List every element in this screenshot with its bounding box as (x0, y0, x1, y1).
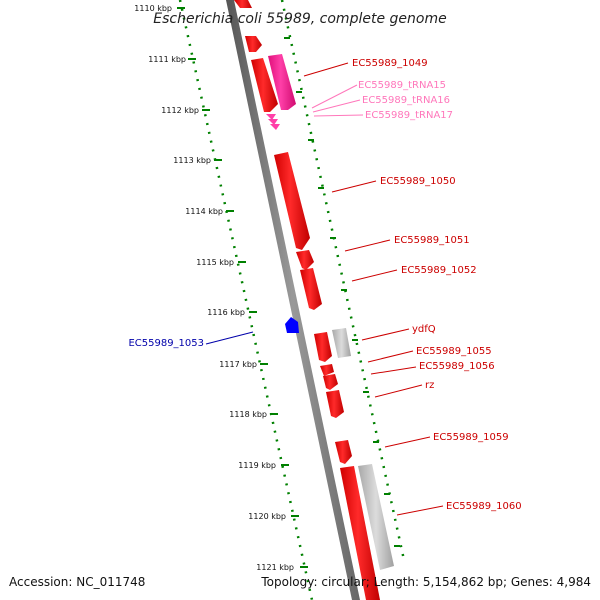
gene-trna-block[interactable] (268, 54, 296, 110)
trna17-marker (270, 124, 280, 130)
tick-1118: 1118 kbp (229, 410, 278, 419)
tick-1119: 1119 kbp (238, 461, 289, 470)
tick-label: 1111 kbp (148, 55, 186, 64)
gene-ec55989-1049[interactable] (251, 58, 278, 112)
tick-label: 1117 kbp (219, 360, 257, 369)
tick-1112: 1112 kbp (161, 106, 210, 115)
tick-label: 1112 kbp (161, 106, 199, 115)
tick-1115: 1115 kbp (196, 258, 246, 267)
gene-label[interactable]: EC55989_1049 (352, 58, 428, 69)
gene-label[interactable]: EC55989_1055 (416, 346, 492, 357)
gene-arrow-top[interactable] (245, 36, 262, 52)
kbp-ticks: 1110 kbp 1111 kbp 1112 kbp 1113 kbp 1114… (134, 4, 308, 572)
tick-1111: 1111 kbp (148, 55, 196, 64)
gene-label[interactable]: EC55989_1060 (446, 501, 522, 512)
backbone (226, 0, 360, 600)
gene-label[interactable]: EC55989_tRNA17 (365, 110, 453, 121)
leader-lines (205, 62, 444, 516)
tick-label: 1115 kbp (196, 258, 234, 267)
tick-1121: 1121 kbp (256, 563, 308, 572)
gene-label[interactable]: EC55989_1059 (433, 432, 509, 443)
gene-ec55989-1055[interactable] (320, 364, 334, 376)
inner-ruler (280, 0, 406, 561)
tick-label: 1116 kbp (207, 308, 245, 317)
pseudo-block-2[interactable] (358, 464, 394, 570)
pseudo-block-1[interactable] (332, 328, 351, 358)
inner-ruler-ticks (284, 37, 400, 547)
gene-label[interactable]: ydfQ (412, 324, 436, 335)
gene-label[interactable]: EC55989_1050 (380, 176, 456, 187)
tick-label: 1118 kbp (229, 410, 267, 419)
gene-track (234, 0, 394, 600)
gene-label[interactable]: EC55989_tRNA16 (362, 95, 450, 106)
tick-1116: 1116 kbp (207, 308, 257, 317)
tick-1110: 1110 kbp (134, 4, 185, 13)
gene-label[interactable]: EC55989_1051 (394, 235, 470, 246)
outer-ruler (178, 0, 314, 600)
accession-text: Accession: NC_011748 (9, 575, 145, 589)
tick-1113: 1113 kbp (173, 156, 222, 165)
gene-ec55989-1051[interactable] (296, 250, 314, 270)
tick-1117: 1117 kbp (219, 360, 268, 369)
gene-label[interactable]: rz (425, 380, 434, 391)
map-title: Escherichia coli 55989, complete genome (153, 11, 446, 27)
gene-ec55989-1059[interactable] (335, 440, 352, 464)
tick-1120: 1120 kbp (248, 512, 299, 521)
gene-label[interactable]: EC55989_1053 (128, 338, 204, 349)
gene-partial-top[interactable] (234, 0, 252, 8)
tick-label: 1121 kbp (256, 563, 294, 572)
tick-label: 1119 kbp (238, 461, 276, 470)
gene-ec55989-1053[interactable] (285, 317, 299, 333)
gene-label[interactable]: EC55989_tRNA15 (358, 80, 446, 91)
gene-ec55989-1050[interactable] (274, 152, 310, 250)
tick-label: 1114 kbp (185, 207, 223, 216)
genome-summary-text: Topology: circular; Length: 5,154,862 bp… (260, 575, 591, 589)
tick-1114: 1114 kbp (185, 207, 234, 216)
gene-ydfq[interactable] (314, 332, 332, 362)
trna16-marker (268, 119, 278, 125)
tick-label: 1113 kbp (173, 156, 211, 165)
gene-rz[interactable] (326, 390, 344, 418)
gene-ec55989-1060[interactable] (340, 466, 380, 600)
gene-ec55989-1056[interactable] (323, 374, 338, 390)
gene-label[interactable]: EC55989_1052 (401, 265, 477, 276)
tick-label: 1120 kbp (248, 512, 286, 521)
gene-labels: EC55989_1049 EC55989_tRNA15 EC55989_tRNA… (128, 58, 521, 512)
gene-label[interactable]: EC55989_1056 (419, 361, 495, 372)
gene-ec55989-1052[interactable] (300, 268, 322, 310)
tick-label: 1110 kbp (134, 4, 172, 13)
trna15-marker (266, 114, 276, 120)
